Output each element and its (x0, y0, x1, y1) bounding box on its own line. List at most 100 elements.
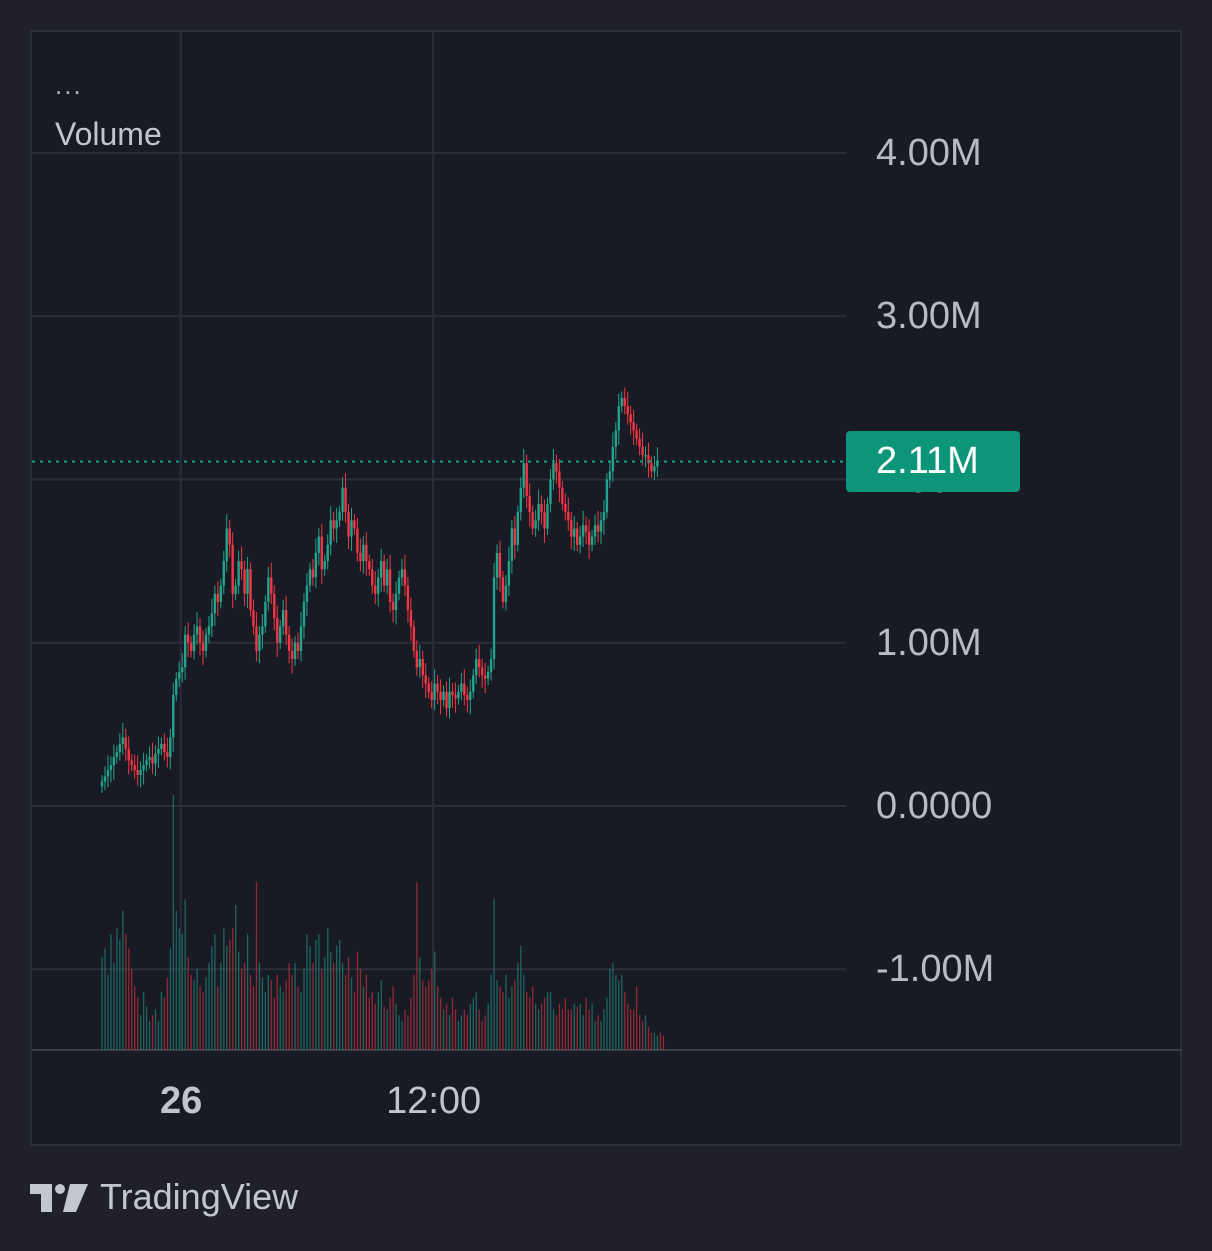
candle-body (130, 760, 133, 766)
candle-body (564, 503, 567, 513)
candle-body (246, 569, 249, 594)
volume-bar (175, 910, 177, 1050)
volume-bar (532, 986, 534, 1050)
volume-bar (594, 1021, 596, 1050)
price-axis-label: 0.0000 (876, 785, 993, 827)
volume-bar (425, 986, 427, 1050)
volume-bar (249, 974, 252, 1050)
volume-bar (647, 1026, 650, 1050)
candle-body (397, 577, 401, 594)
volume-bar (481, 1021, 483, 1050)
candle-body (160, 743, 163, 749)
candle-body (374, 585, 377, 594)
volume-bar (252, 986, 255, 1050)
volume-bar (238, 951, 240, 1050)
candle-body (451, 691, 454, 695)
candle-body (142, 765, 145, 771)
candle-body (483, 675, 487, 679)
volume-bar (104, 948, 106, 1050)
volume-bar (190, 974, 192, 1050)
volume-bar (243, 963, 246, 1050)
volume-bar (404, 1009, 406, 1050)
volume-bar (336, 945, 338, 1050)
candle-body (332, 520, 335, 529)
candle-body (477, 659, 481, 668)
candle-body (382, 561, 386, 586)
volume-bar (199, 986, 201, 1050)
volume-bar (624, 992, 626, 1050)
volume-bar (609, 968, 611, 1050)
volume-bar (157, 1021, 160, 1050)
candle-body (475, 659, 478, 676)
volume-bar (567, 1009, 569, 1050)
candle-body (127, 748, 130, 761)
volume-bar (597, 1015, 599, 1050)
candle-body (623, 397, 626, 407)
candle-body (264, 601, 267, 627)
candle-body (457, 691, 460, 699)
candle-body (412, 626, 416, 651)
volume-bar (208, 963, 210, 1050)
volume-bar (466, 1015, 469, 1050)
volume-bar (410, 997, 412, 1050)
candle-body (154, 753, 157, 764)
candle-body (112, 757, 116, 766)
candle-body (145, 760, 148, 766)
volume-bar (576, 1006, 578, 1050)
volume-bar (656, 1035, 659, 1050)
legend-menu-button[interactable]: ... (55, 70, 83, 100)
candle-body (320, 536, 323, 570)
candle-body (531, 512, 534, 529)
candle-body (469, 691, 472, 700)
volume-bar (621, 974, 623, 1050)
volume-bar (422, 980, 424, 1050)
candle-body (510, 528, 514, 562)
candle-body (323, 561, 326, 570)
candle-body (626, 406, 629, 415)
volume-bar (549, 992, 552, 1050)
tradingview-watermark[interactable]: TradingView (30, 1175, 298, 1219)
candle-body (368, 561, 371, 570)
volume-bar (526, 992, 528, 1050)
volume-bar (300, 992, 302, 1050)
candle-body (362, 544, 365, 562)
candle-body (400, 569, 404, 578)
candle-body (436, 683, 439, 692)
candle-body (124, 737, 127, 749)
volume-bar (475, 992, 477, 1050)
candle-body (641, 446, 644, 456)
candle-body (379, 561, 383, 578)
candle-body (216, 593, 220, 602)
volume-bar (217, 986, 219, 1050)
volume-bar (431, 968, 433, 1050)
candle-body (590, 536, 594, 545)
candle-body (308, 569, 312, 586)
candle-body (281, 610, 285, 627)
volume-bar (202, 992, 204, 1050)
candle-body (121, 737, 124, 744)
volume-bar (612, 963, 614, 1050)
volume-bar (502, 992, 504, 1050)
candle-body (480, 667, 484, 676)
candlesticks (100, 387, 659, 793)
candle-body (650, 463, 653, 472)
candle-body (350, 520, 353, 537)
volume-bar (181, 934, 183, 1050)
volume-bar (585, 997, 587, 1050)
candle-body (403, 569, 407, 586)
volume-bar (428, 980, 430, 1050)
candle-body (347, 512, 350, 537)
candle-body (252, 610, 255, 627)
candle-body (415, 650, 419, 668)
volume-bar (306, 934, 308, 1050)
candle-body (635, 430, 638, 439)
candle-body (178, 672, 181, 679)
candle-body (573, 528, 576, 537)
candle-body (213, 593, 217, 614)
candle-body (460, 683, 463, 692)
volume-bar (258, 963, 261, 1050)
candle-body (258, 634, 261, 651)
volume-bar (353, 992, 356, 1050)
volume-bar (333, 963, 335, 1050)
